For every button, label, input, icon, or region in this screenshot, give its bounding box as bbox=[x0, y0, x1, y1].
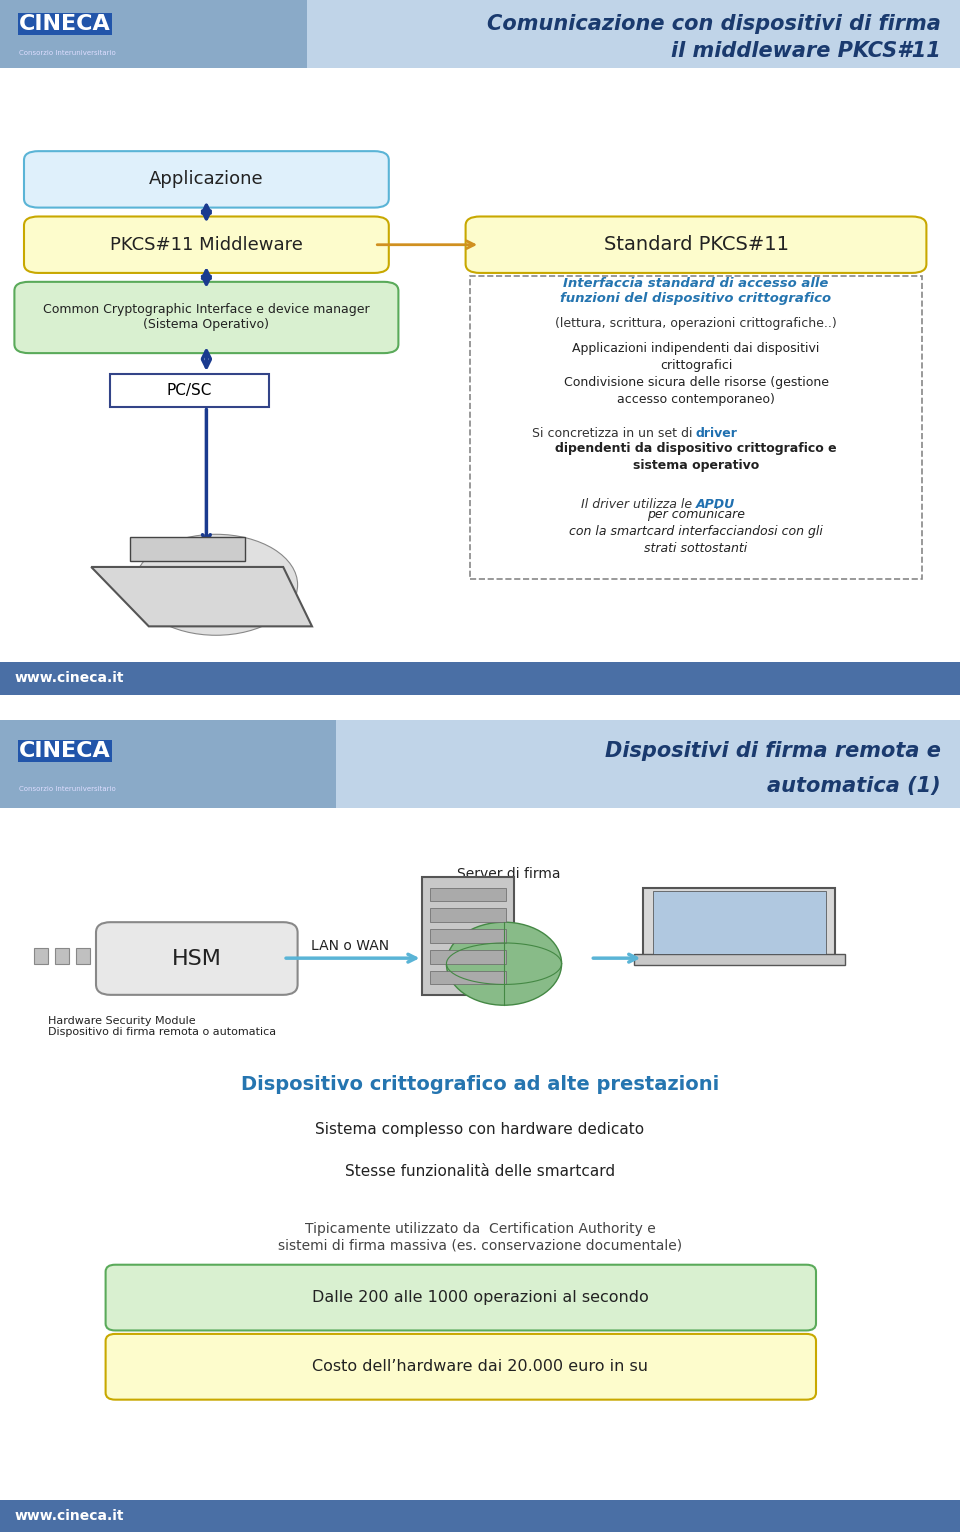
Bar bbox=[430, 971, 506, 985]
Text: CINECA: CINECA bbox=[19, 741, 111, 761]
Text: per comunicare
con la smartcard interfacciandosi con gli
strati sottostanti: per comunicare con la smartcard interfac… bbox=[569, 507, 823, 555]
Bar bbox=[430, 950, 506, 964]
Bar bbox=[55, 948, 69, 964]
Circle shape bbox=[134, 535, 298, 636]
Bar bbox=[0, 720, 336, 807]
Bar bbox=[76, 948, 90, 964]
FancyBboxPatch shape bbox=[106, 1334, 816, 1400]
Bar bbox=[430, 908, 506, 922]
Bar bbox=[97, 948, 111, 964]
FancyBboxPatch shape bbox=[14, 282, 398, 352]
Text: CINECA: CINECA bbox=[19, 14, 111, 34]
Bar bbox=[470, 276, 922, 579]
Circle shape bbox=[446, 922, 562, 1005]
Text: dipendenti da dispositivo crittografico e
sistema operativo: dipendenti da dispositivo crittografico … bbox=[555, 443, 837, 472]
Text: www.cineca.it: www.cineca.it bbox=[14, 671, 124, 685]
Text: Stesse funzionalità delle smartcard: Stesse funzionalità delle smartcard bbox=[345, 1164, 615, 1178]
Text: PC/SC: PC/SC bbox=[167, 383, 212, 398]
Text: PKCS#11 Middleware: PKCS#11 Middleware bbox=[110, 236, 302, 254]
Text: Standard PKCS#11: Standard PKCS#11 bbox=[604, 236, 788, 254]
Text: automatica (1): automatica (1) bbox=[767, 777, 941, 797]
Polygon shape bbox=[130, 538, 245, 561]
Text: Common Cryptographic Interface e device manager
(Sistema Operativo): Common Cryptographic Interface e device … bbox=[43, 303, 370, 331]
Text: Tipicamente utilizzato da  Certification Authority e
sistemi di firma massiva (e: Tipicamente utilizzato da Certification … bbox=[278, 1223, 682, 1252]
Bar bbox=[643, 887, 835, 958]
Text: Hardware Security Module
Dispositivo di firma remota o automatica: Hardware Security Module Dispositivo di … bbox=[48, 1016, 276, 1037]
Bar bbox=[430, 928, 506, 942]
Text: www.cineca.it: www.cineca.it bbox=[14, 1509, 124, 1523]
FancyBboxPatch shape bbox=[24, 152, 389, 208]
Text: Consorzio Interuniversitario: Consorzio Interuniversitario bbox=[19, 51, 116, 57]
Text: Server di firma: Server di firma bbox=[457, 867, 561, 881]
Text: Interfaccia standard di accesso alle
funzioni del dispositivo crittografico: Interfaccia standard di accesso alle fun… bbox=[561, 277, 831, 305]
Text: Consorzio Interuniversitario: Consorzio Interuniversitario bbox=[19, 786, 116, 792]
Text: APDU: APDU bbox=[696, 498, 735, 512]
Text: Si concretizza in un set di: Si concretizza in un set di bbox=[532, 427, 696, 440]
Bar bbox=[110, 374, 269, 406]
Bar bbox=[430, 887, 506, 901]
Polygon shape bbox=[91, 567, 312, 627]
Text: Il driver utilizza le: Il driver utilizza le bbox=[581, 498, 696, 512]
Text: Costo dell’hardware dai 20.000 euro in su: Costo dell’hardware dai 20.000 euro in s… bbox=[312, 1359, 648, 1374]
Text: driver: driver bbox=[696, 427, 738, 440]
Text: Sistema complesso con hardware dedicato: Sistema complesso con hardware dedicato bbox=[316, 1123, 644, 1137]
Bar bbox=[653, 890, 826, 954]
Bar bbox=[422, 878, 514, 994]
Text: Dispositivi di firma remota e: Dispositivi di firma remota e bbox=[605, 741, 941, 761]
Text: Applicazioni indipendenti dai dispositivi
crittografici
Condivisione sicura dell: Applicazioni indipendenti dai dispositiv… bbox=[564, 342, 828, 406]
FancyBboxPatch shape bbox=[106, 1265, 816, 1330]
Text: HSM: HSM bbox=[172, 948, 222, 968]
Text: Applicazione: Applicazione bbox=[149, 170, 264, 188]
Text: Comunicazione con dispositivi di firma: Comunicazione con dispositivi di firma bbox=[487, 14, 941, 34]
Bar bbox=[0, 0, 307, 67]
FancyBboxPatch shape bbox=[96, 922, 298, 994]
Text: Dispositivo crittografico ad alte prestazioni: Dispositivo crittografico ad alte presta… bbox=[241, 1075, 719, 1094]
Text: LAN o WAN: LAN o WAN bbox=[311, 939, 390, 953]
Bar bbox=[634, 954, 845, 965]
Text: (lettura, scrittura, operazioni crittografiche..): (lettura, scrittura, operazioni crittogr… bbox=[555, 317, 837, 329]
FancyBboxPatch shape bbox=[24, 216, 389, 273]
Text: il middleware PKCS#11: il middleware PKCS#11 bbox=[671, 41, 941, 61]
Bar bbox=[34, 948, 48, 964]
FancyBboxPatch shape bbox=[466, 216, 926, 273]
Text: Dalle 200 alle 1000 operazioni al secondo: Dalle 200 alle 1000 operazioni al second… bbox=[312, 1290, 648, 1305]
